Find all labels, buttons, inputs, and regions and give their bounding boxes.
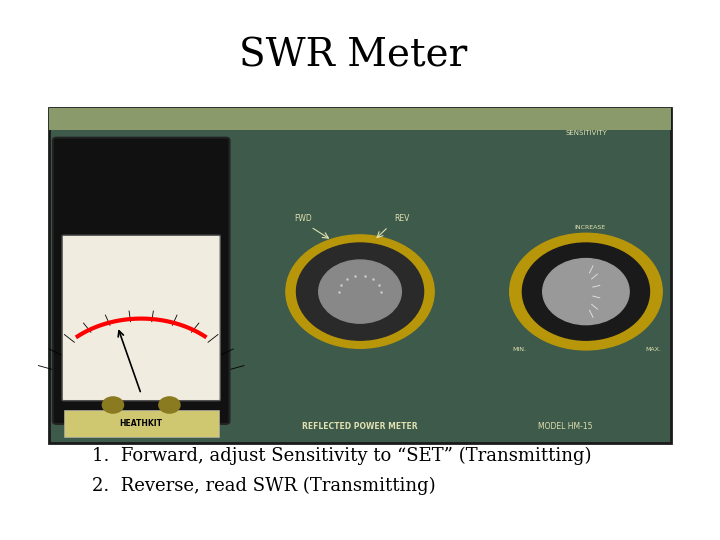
Circle shape	[297, 243, 423, 340]
Circle shape	[543, 259, 629, 325]
Text: MIN.: MIN.	[512, 347, 526, 352]
Circle shape	[523, 243, 649, 340]
Text: 1.  Forward, adjust Sensitivity to “SET” (Transmitting): 1. Forward, adjust Sensitivity to “SET” …	[91, 447, 591, 465]
Text: SWR Meter: SWR Meter	[239, 38, 467, 75]
Text: REFLECTED POWER METER: REFLECTED POWER METER	[302, 422, 418, 431]
Text: HEATHKIT: HEATHKIT	[120, 420, 163, 428]
Text: REV: REV	[395, 214, 410, 224]
Text: SENSITIVITY: SENSITIVITY	[565, 130, 607, 136]
Text: INCREASE: INCREASE	[574, 226, 605, 231]
Circle shape	[159, 397, 180, 413]
Circle shape	[286, 235, 434, 348]
FancyBboxPatch shape	[53, 138, 230, 424]
FancyBboxPatch shape	[62, 235, 220, 401]
FancyBboxPatch shape	[63, 410, 219, 437]
Circle shape	[319, 260, 401, 323]
FancyBboxPatch shape	[50, 108, 670, 130]
Text: MODEL HM-15: MODEL HM-15	[538, 422, 593, 431]
Text: 2.  Reverse, read SWR (Transmitting): 2. Reverse, read SWR (Transmitting)	[91, 477, 436, 495]
Circle shape	[102, 397, 124, 413]
FancyBboxPatch shape	[50, 108, 670, 443]
Text: FWD: FWD	[294, 214, 312, 224]
Text: MAX.: MAX.	[645, 347, 661, 352]
Circle shape	[510, 233, 662, 350]
